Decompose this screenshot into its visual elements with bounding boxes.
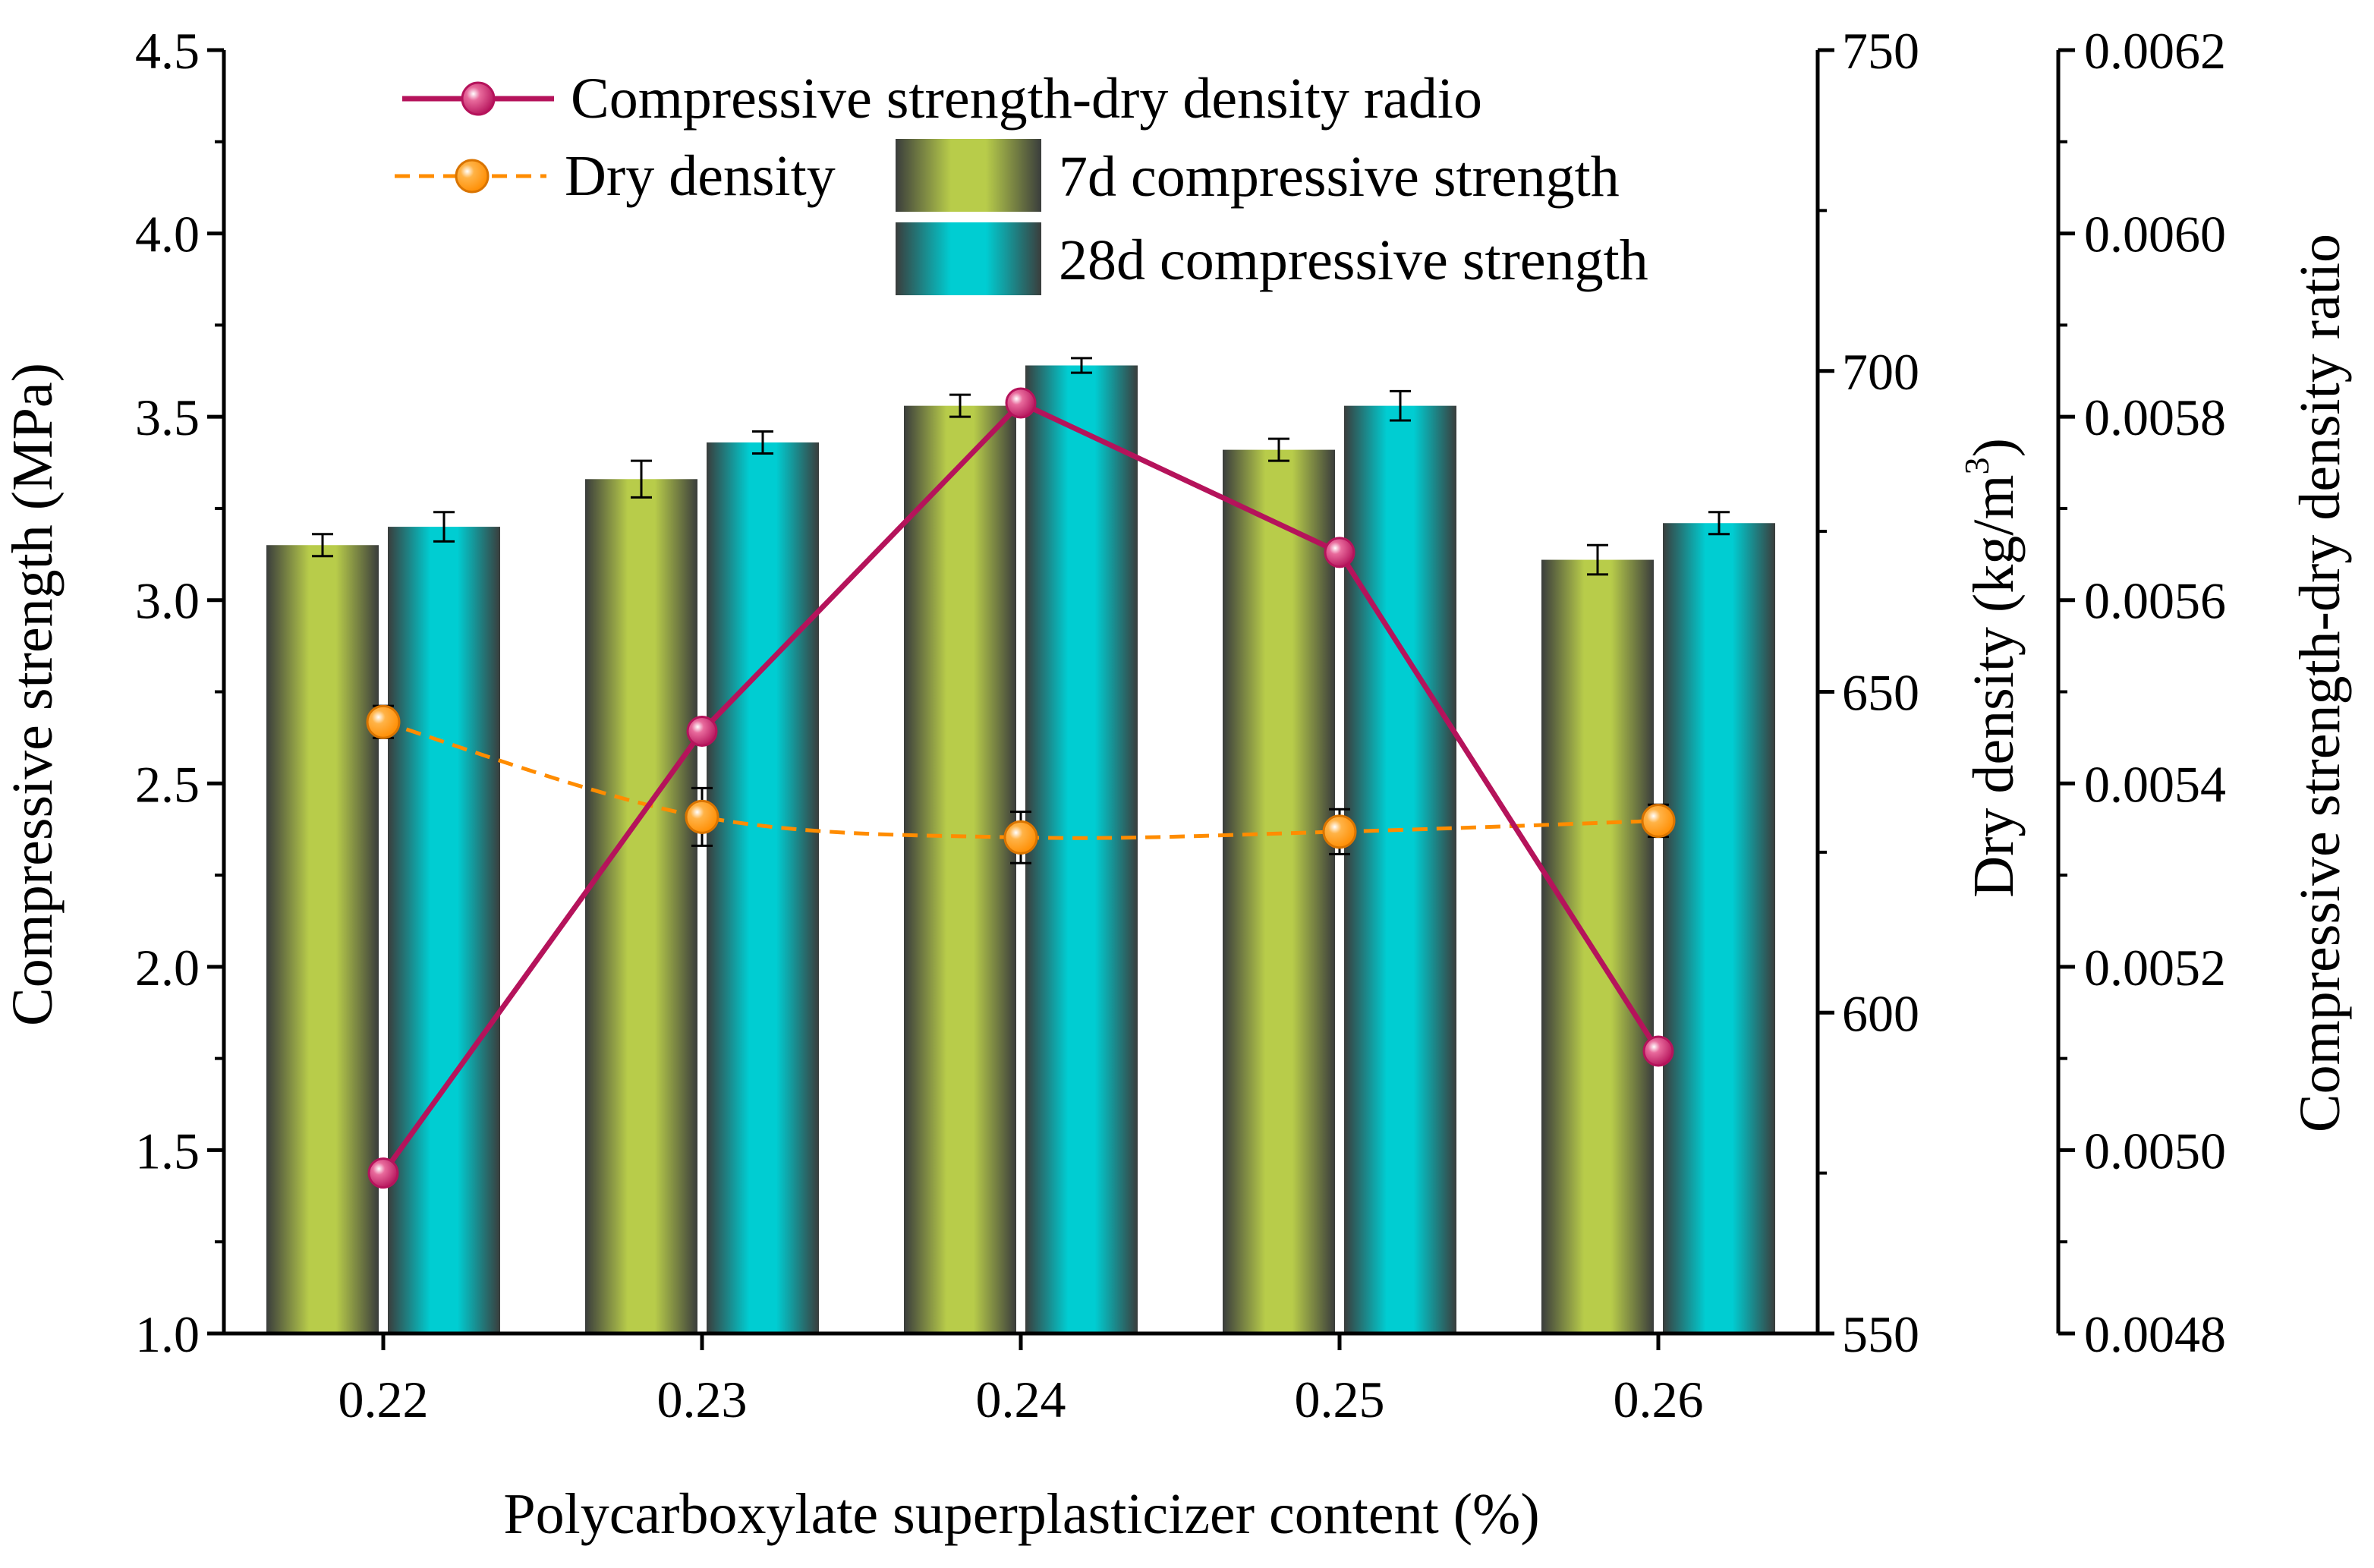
bar-7d-0.24 (904, 405, 1016, 1333)
dry-density-line (383, 719, 1659, 840)
legend-7d-swatch (896, 139, 1041, 212)
left-tick-label: 4.5 (135, 22, 200, 80)
bar-28d-0.24 (1025, 365, 1138, 1333)
x-tick-label-0.25: 0.25 (1295, 1371, 1385, 1428)
left-tick-label: 3.5 (135, 389, 200, 446)
density-point-0.25 (1322, 814, 1357, 849)
left-tick-label: 2.5 (135, 755, 200, 813)
bar-7d-0.25 (1223, 449, 1335, 1333)
errorbar-7d-0.23 (631, 459, 652, 499)
right1-axis-title-sup: 3 (1957, 458, 1996, 475)
legend-ratio-marker (461, 81, 496, 116)
right2-tick-label: 0.0062 (2084, 22, 2226, 80)
x-axis-title: Polycarboxylate superplasticizer content… (503, 1482, 1539, 1546)
right2-tick-label: 0.0050 (2084, 1122, 2226, 1179)
right1-axis-title-main: Dry density (kg/m (1962, 475, 2026, 898)
density-point-0.22 (366, 704, 401, 739)
bar-7d-0.22 (266, 545, 379, 1333)
right1-tick-label: 700 (1842, 343, 1919, 401)
errorbar-7d-0.26 (1587, 543, 1608, 576)
bar-7d-0.23 (585, 479, 697, 1334)
right1-tick-label: 600 (1842, 984, 1919, 1042)
legend-28d-swatch (896, 222, 1041, 295)
right2-tick-label: 0.0048 (2084, 1305, 2226, 1363)
legend-7d-label: 7d compressive strength (1059, 145, 1620, 209)
ratio-point-0.25 (1324, 537, 1355, 568)
right2-tick-label: 0.0054 (2084, 755, 2226, 813)
ratio-point-0.26 (1642, 1035, 1674, 1067)
x-tick-label-0.22: 0.22 (338, 1371, 429, 1428)
errorbar-28d-0.25 (1390, 389, 1411, 422)
legend-ratio-label: Compressive strength-dry density radio (571, 67, 1482, 131)
bar-28d-0.23 (707, 442, 819, 1333)
left-tick-label: 2.0 (135, 939, 200, 997)
lines-layer (366, 387, 1676, 1189)
bar-28d-0.26 (1663, 523, 1775, 1333)
right2-tick-label: 0.0056 (2084, 572, 2226, 630)
legend: Compressive strength-dry density radio D… (395, 67, 1648, 295)
bar-7d-0.26 (1541, 559, 1654, 1333)
right2-tick-label: 0.0060 (2084, 206, 2226, 263)
left-tick-label: 1.0 (135, 1305, 200, 1363)
left-tick-label: 1.5 (135, 1122, 200, 1179)
right2-tick-label: 0.0052 (2084, 939, 2226, 997)
x-tick-label-0.26: 0.26 (1614, 1371, 1704, 1428)
right1-tick-label: 650 (1842, 664, 1919, 722)
density-point-0.24 (1003, 820, 1038, 855)
errorbar-28d-0.24 (1071, 357, 1092, 374)
errorbar-7d-0.24 (949, 393, 971, 418)
axes-layer: 1.0 1.5 2.0 2.5 3.0 3.5 4.0 4.5 550 600 650 700 750 0… (135, 22, 2226, 1428)
errorbar-28d-0.22 (433, 511, 455, 543)
density-point-0.26 (1641, 803, 1676, 838)
bars-layer (266, 357, 1775, 1334)
legend-28d-label: 28d compressive strength (1059, 228, 1648, 292)
right1-tick-label: 550 (1842, 1305, 1919, 1363)
bar-28d-0.22 (388, 527, 500, 1333)
right2-axis-title: Compressive strength-dry density ratio (2288, 234, 2352, 1132)
errorbar-28d-0.23 (752, 430, 773, 455)
left-tick-label: 4.0 (135, 206, 200, 263)
x-tick-label-0.24: 0.24 (976, 1371, 1066, 1428)
legend-density-label: Dry density (565, 144, 836, 208)
ratio-point-0.23 (686, 715, 718, 747)
errorbar-7d-0.25 (1268, 437, 1289, 462)
right1-tick-label: 750 (1842, 22, 1919, 80)
right1-axis-title: Dry density (kg/m3) (1957, 438, 2026, 898)
right1-axis-title-end: ) (1962, 438, 2026, 457)
legend-density-marker (455, 159, 490, 194)
left-tick-label: 3.0 (135, 572, 200, 630)
ratio-point-0.24 (1005, 387, 1037, 419)
left-axis-title: Compressive strength (MPa) (1, 363, 65, 1026)
errorbar-28d-0.26 (1708, 511, 1730, 536)
density-point-0.23 (685, 799, 719, 834)
right2-tick-label: 0.0058 (2084, 389, 2226, 446)
x-tick-label-0.23: 0.23 (657, 1371, 748, 1428)
bar-28d-0.25 (1344, 405, 1456, 1333)
ratio-line (381, 399, 1661, 1175)
ratio-point-0.22 (367, 1157, 399, 1189)
errorbar-7d-0.22 (312, 533, 333, 558)
